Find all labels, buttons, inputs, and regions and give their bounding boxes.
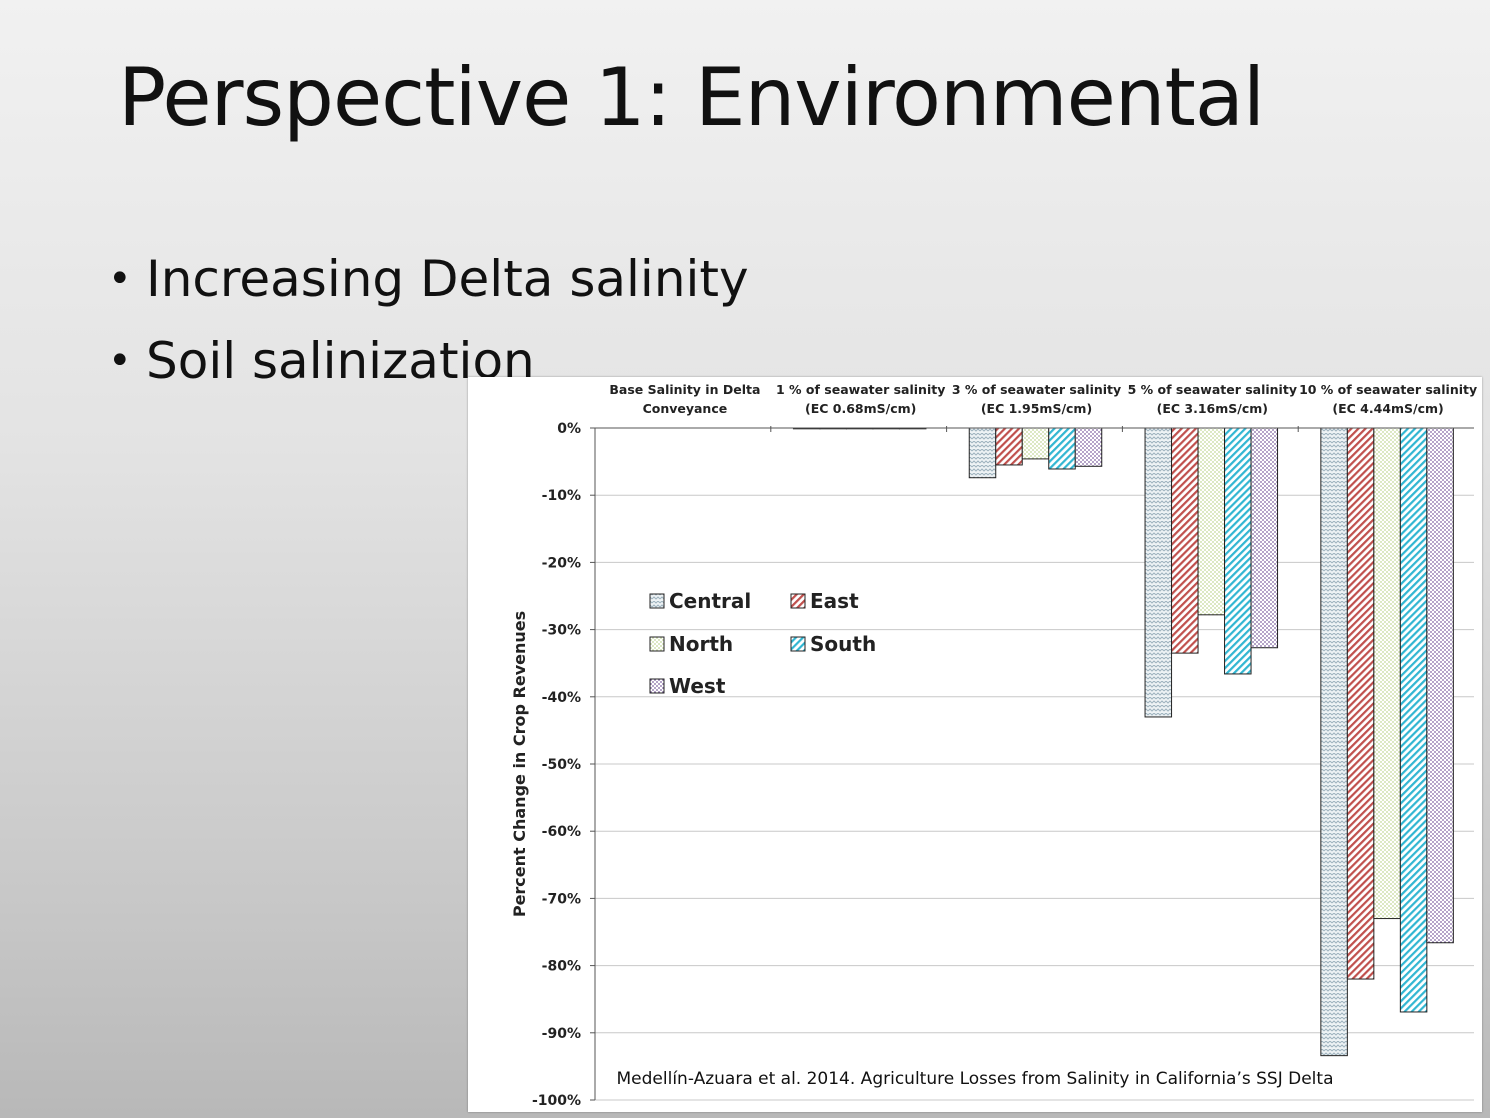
category-label: 1 % of seawater salinity xyxy=(776,382,945,397)
y-tick-label: -20% xyxy=(542,555,581,571)
y-tick-label: 0% xyxy=(557,421,581,437)
bar-west xyxy=(1426,427,1454,944)
legend-swatch-north xyxy=(649,636,665,652)
bullet-dot: • xyxy=(108,338,132,384)
y-tick-label: -80% xyxy=(542,959,581,975)
citation: Medellín-Azuara et al. 2014. Agriculture… xyxy=(616,1069,1334,1089)
bar-east xyxy=(1346,427,1375,980)
bar-central xyxy=(1144,427,1173,718)
chart-panel: 0% -10% -20% -30% -40% -50% -60% -70% -80% -90% -1… xyxy=(468,377,1482,1112)
category-label: 3 % of seawater salinity xyxy=(952,382,1121,397)
bar-north xyxy=(1021,427,1050,460)
category-label: Base Salinity in Delta xyxy=(609,382,760,397)
y-tick-label: -90% xyxy=(542,1026,581,1042)
category-label: 5 % of seawater salinity xyxy=(1128,382,1297,397)
legend-swatch-west xyxy=(649,678,665,694)
y-axis-label: Percent Change in Crop Revenues xyxy=(510,611,529,917)
bar-layer xyxy=(792,427,1454,1057)
bar-east xyxy=(1171,427,1199,654)
bullet-text: Increasing Delta salinity xyxy=(146,250,749,308)
bar-central xyxy=(968,427,997,479)
category-label: Conveyance xyxy=(643,401,728,416)
y-tick-label: -70% xyxy=(542,891,581,907)
bullet-dot: • xyxy=(108,256,132,302)
category-labels: Base Salinity in Delta Conveyance 1 % of s… xyxy=(609,382,1477,416)
y-tick-label: -40% xyxy=(542,690,581,706)
y-tick-label: -100% xyxy=(532,1093,581,1109)
y-tick-label: -30% xyxy=(542,623,581,639)
bar-central xyxy=(1320,427,1348,1057)
bar-east xyxy=(995,427,1023,466)
axis-layer: 0% -10% -20% -30% -40% -50% -60% -70% -80% -90% -1… xyxy=(510,421,1474,1109)
legend-swatch-east xyxy=(790,593,806,609)
bullet-list: • Increasing Delta salinity • Soil salin… xyxy=(108,238,749,402)
legend-swatch-central xyxy=(649,593,665,609)
slide-title: Perspective 1: Environmental xyxy=(118,51,1265,144)
y-tick-label: -50% xyxy=(542,757,581,773)
bar-south xyxy=(1399,427,1428,1013)
category-label: (EC 0.68mS/cm) xyxy=(805,401,916,416)
category-label: (EC 4.44mS/cm) xyxy=(1332,401,1443,416)
bar-north xyxy=(1197,427,1226,616)
category-label: (EC 1.95mS/cm) xyxy=(981,401,1092,416)
bar-north xyxy=(1373,427,1401,920)
y-tick-label: -60% xyxy=(542,824,581,840)
category-label: (EC 3.16mS/cm) xyxy=(1157,401,1268,416)
bar-south xyxy=(1048,427,1076,470)
legend-label-north: North xyxy=(669,632,733,656)
bar-south xyxy=(1224,427,1252,675)
legend: Central East North South West xyxy=(649,589,876,698)
legend-label-central: Central xyxy=(669,589,751,613)
y-tick-label: -10% xyxy=(542,488,581,504)
bar-chart: 0% -10% -20% -30% -40% -50% -60% -70% -80% -90% -1… xyxy=(510,382,1477,1109)
bullet-item: • Increasing Delta salinity xyxy=(108,238,749,320)
legend-label-south: South xyxy=(810,632,876,656)
legend-label-west: West xyxy=(669,674,726,698)
legend-label-east: East xyxy=(810,589,859,613)
category-label: 10 % of seawater salinity xyxy=(1299,382,1477,397)
bar-west xyxy=(1074,427,1103,467)
bar-west xyxy=(1250,427,1279,649)
legend-swatch-south xyxy=(790,636,806,652)
